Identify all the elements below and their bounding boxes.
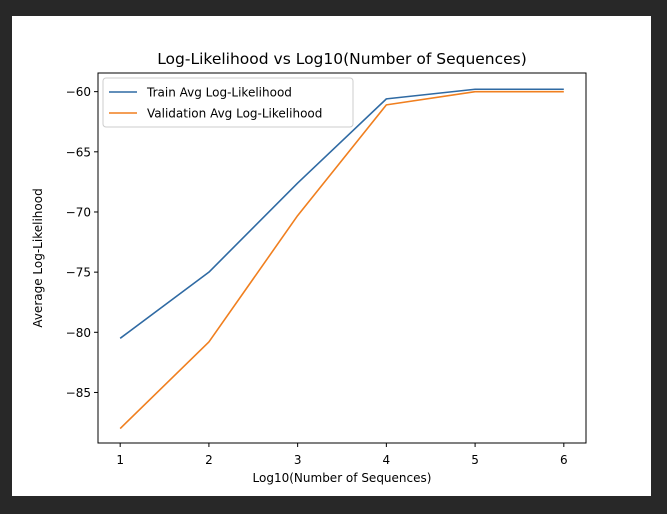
y-tick-label: −70 bbox=[66, 205, 91, 219]
axes-frame bbox=[97, 72, 587, 444]
x-tick-label: 2 bbox=[205, 453, 213, 467]
legend-label: Validation Avg Log-Likelihood bbox=[147, 107, 322, 121]
x-tick-label: 4 bbox=[383, 453, 391, 467]
y-tick-label: −65 bbox=[66, 145, 91, 159]
x-tick-label: 5 bbox=[471, 453, 479, 467]
x-axis: 1 2 3 4 5 6 bbox=[116, 443, 568, 467]
legend-label: Train Avg Log-Likelihood bbox=[146, 86, 292, 100]
x-tick-label: 6 bbox=[560, 453, 568, 467]
series-layer bbox=[119, 88, 564, 430]
x-tick-label: 3 bbox=[294, 453, 302, 467]
line-chart: Log-Likelihood vs Log10(Number of Sequen… bbox=[31, 50, 587, 485]
train-series-line bbox=[119, 88, 564, 339]
y-axis: −60 −65 −70 −75 −80 −85 bbox=[66, 85, 98, 400]
x-tick-label: 1 bbox=[116, 453, 124, 467]
legend-box bbox=[102, 77, 354, 128]
x-axis-title: Log10(Number of Sequences) bbox=[253, 471, 432, 485]
y-axis-title: Average Log-Likelihood bbox=[31, 188, 45, 327]
y-tick-label: −75 bbox=[66, 266, 91, 280]
y-tick-label: −85 bbox=[66, 386, 91, 400]
chart-figure: Log-Likelihood vs Log10(Number of Sequen… bbox=[12, 16, 651, 496]
legend: Train Avg Log-Likelihood Validation Avg L… bbox=[102, 77, 354, 128]
y-tick-label: −60 bbox=[66, 85, 91, 99]
validation-series-line bbox=[119, 90, 564, 430]
chart-title: Log-Likelihood vs Log10(Number of Sequen… bbox=[157, 50, 527, 68]
y-tick-label: −80 bbox=[66, 326, 91, 340]
